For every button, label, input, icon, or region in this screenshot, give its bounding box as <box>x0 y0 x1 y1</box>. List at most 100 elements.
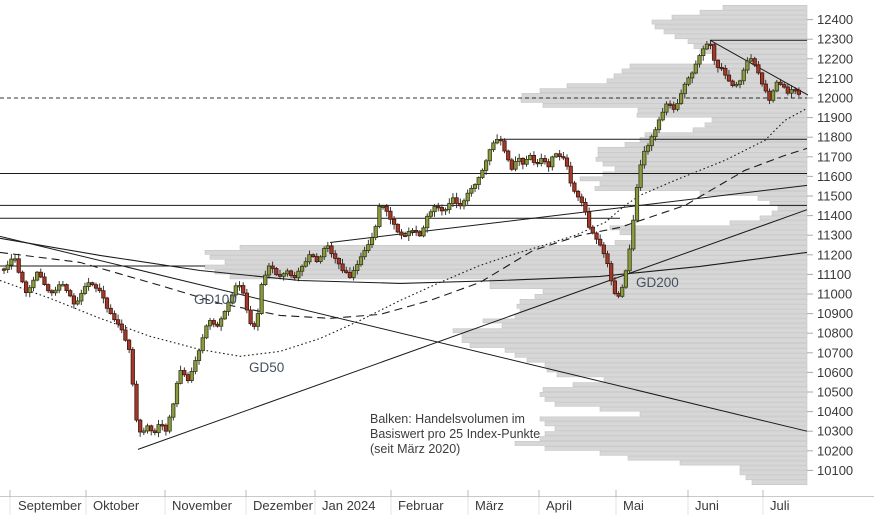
candle-down <box>612 280 618 294</box>
gd50-line <box>0 107 808 357</box>
candle-down <box>395 223 400 233</box>
month-label: Juni <box>695 498 719 513</box>
candle-up <box>86 282 91 288</box>
volume-bar <box>554 401 808 407</box>
candle-up <box>675 103 680 110</box>
candle-up <box>653 129 658 138</box>
gd100-label: GD100 <box>194 292 237 307</box>
volume-bar <box>539 88 808 93</box>
candle-down <box>399 231 404 236</box>
candle-down <box>454 197 459 204</box>
candle-up <box>145 425 150 432</box>
candle-up <box>296 270 301 279</box>
candle-up <box>461 200 467 207</box>
candle-up <box>355 264 360 272</box>
candle-down <box>756 64 761 74</box>
volume-bar <box>644 132 808 138</box>
candle-up <box>207 320 213 327</box>
y-tick-label: 11700 <box>817 149 852 164</box>
volume-bar <box>613 73 808 79</box>
volume-bar <box>504 347 808 353</box>
candle-down <box>498 138 503 142</box>
volume-bar <box>519 308 808 314</box>
candle-up <box>682 83 687 95</box>
candle-down <box>215 323 220 327</box>
candle-down <box>344 270 349 273</box>
volume-bar <box>663 29 808 35</box>
volume-bar <box>514 352 808 358</box>
candle-down <box>112 313 117 321</box>
candle-down <box>535 161 540 165</box>
volume-annotation-line3: (seit März 2020) <box>370 442 460 456</box>
volume-bar <box>606 78 808 84</box>
volume-bar <box>599 450 808 456</box>
y-tick-label: 11200 <box>817 247 852 262</box>
y-tick-label: 12300 <box>817 32 853 47</box>
candle-up <box>428 211 434 217</box>
candle-up <box>664 103 669 113</box>
candle-down <box>130 349 135 385</box>
candle-down <box>752 58 757 66</box>
candle-down <box>134 383 139 421</box>
candle-down <box>160 424 165 427</box>
candle-down <box>576 190 581 198</box>
candle-up <box>483 160 489 171</box>
candle-up <box>82 286 88 294</box>
month-label: Oktober <box>93 498 140 513</box>
y-tick-label: 10500 <box>817 385 853 400</box>
candle-down <box>119 323 124 331</box>
candle-up <box>303 261 308 267</box>
candle-up <box>494 138 500 144</box>
volume-bar <box>544 445 808 451</box>
candle-up <box>771 90 776 101</box>
candle-down <box>90 282 95 286</box>
volume-bar <box>489 279 808 285</box>
volume-bar <box>722 5 808 10</box>
volume-bar <box>539 416 808 422</box>
candle-down <box>314 256 319 262</box>
candle-down <box>520 157 526 165</box>
candle-up <box>35 271 40 281</box>
y-tick-label: 11600 <box>817 169 852 184</box>
candle-up <box>174 382 180 405</box>
volume-bar <box>777 205 808 211</box>
volume-bar <box>546 367 808 373</box>
volume-bar <box>621 68 808 74</box>
y-tick-label: 12100 <box>817 71 853 86</box>
volume-bar <box>579 176 808 182</box>
candle-down <box>796 89 802 95</box>
volume-bar <box>603 377 808 383</box>
candle-down <box>310 254 316 257</box>
gd100-line <box>0 147 808 319</box>
candle-up <box>627 248 632 272</box>
candle-down <box>384 205 389 212</box>
volume-bar <box>599 181 808 187</box>
candle-down <box>288 270 294 276</box>
candle-down <box>333 253 338 259</box>
candle-down <box>542 158 548 163</box>
candle-down <box>546 161 551 168</box>
candle-down <box>64 284 69 292</box>
candle-down <box>277 274 283 277</box>
candle-down <box>439 207 445 212</box>
candle-up <box>645 145 651 152</box>
y-tick-label: 11900 <box>817 110 852 125</box>
y-tick-label: 10200 <box>817 443 853 458</box>
candle-down <box>123 329 128 341</box>
month-label: Dezember <box>253 498 314 513</box>
candle-down <box>49 290 54 294</box>
candle-up <box>649 136 654 147</box>
candle-up <box>380 205 386 208</box>
candle-up <box>447 203 452 210</box>
candle-down <box>116 319 121 325</box>
volume-bar <box>461 338 808 343</box>
october-rising-support <box>137 209 808 450</box>
candle-down <box>568 165 573 184</box>
candle-up <box>369 237 375 246</box>
y-tick-label: 11000 <box>817 287 852 302</box>
volume-bar <box>539 392 808 397</box>
volume-bar <box>739 465 808 471</box>
y-tick-label: 10300 <box>817 424 853 439</box>
volume-bar <box>614 166 808 172</box>
